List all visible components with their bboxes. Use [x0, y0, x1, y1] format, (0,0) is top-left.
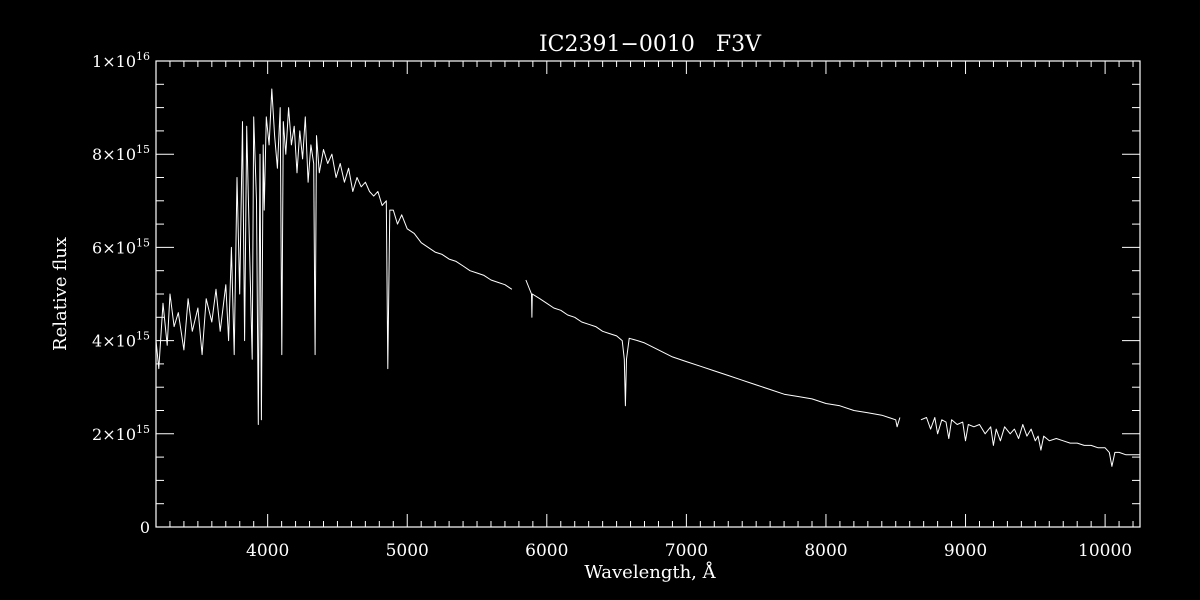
x-axis-label: Wavelength, Å	[584, 561, 716, 583]
y-tick-label: 8×1015	[92, 143, 150, 164]
x-tick-label: 9000	[944, 541, 987, 561]
x-axis-ticks	[155, 61, 1134, 527]
x-tick-label: 6000	[525, 541, 568, 561]
chart-title: IC2391−0010 F3V	[539, 32, 762, 57]
spectrum-segment	[525, 279, 901, 428]
y-axis-label: Relative flux	[50, 237, 71, 351]
y-tick-label: 0	[140, 518, 150, 537]
x-axis-tick-labels: 4000 5000 6000 7000 8000 9000 10000	[246, 541, 1132, 561]
y-tick-label: 4×1015	[92, 330, 150, 351]
x-tick-label: 4000	[246, 541, 289, 561]
x-tick-label: 7000	[665, 541, 708, 561]
spectrum-series	[155, 88, 1140, 467]
y-tick-label: 2×1015	[92, 423, 150, 444]
y-tick-label: 6×1015	[92, 236, 150, 257]
x-tick-label: 5000	[386, 541, 429, 561]
x-tick-label: 10000	[1078, 541, 1132, 561]
y-axis-tick-labels: 0 2×1015 4×1015 6×1015 8×1015 1×1016	[92, 50, 150, 537]
spectrum-segment	[920, 417, 1140, 467]
x-tick-label: 8000	[804, 541, 847, 561]
y-tick-label: 1×1016	[92, 50, 150, 71]
y-axis-ticks	[156, 60, 1140, 528]
spectrum-segment	[155, 88, 513, 425]
